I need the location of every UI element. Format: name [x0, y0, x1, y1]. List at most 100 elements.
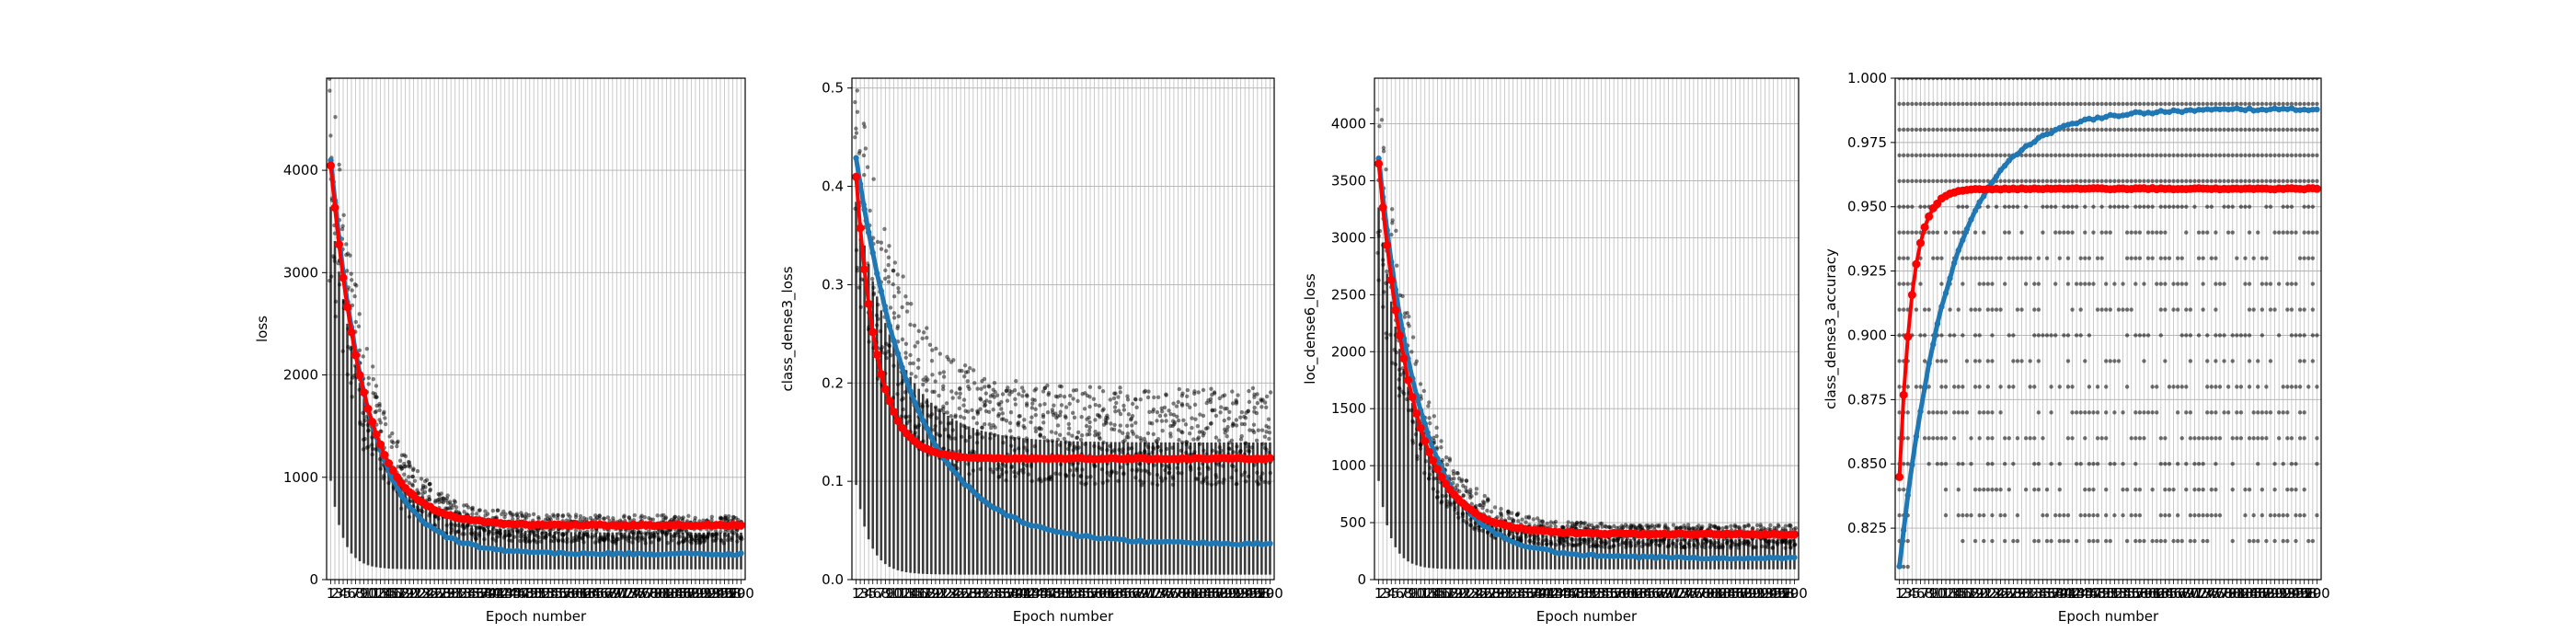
sample-point — [1022, 418, 1027, 422]
sample-point — [1427, 416, 1432, 420]
x-tick-label: 37 — [1521, 585, 1538, 602]
sample-point — [1155, 409, 1160, 415]
sample-point — [911, 361, 915, 366]
sample-point — [1720, 526, 1725, 531]
sample-point — [1034, 386, 1039, 391]
sample-point — [886, 262, 891, 268]
sample-point — [1066, 426, 1072, 431]
sample-point — [397, 458, 403, 464]
x-tick-label: 77 — [1689, 585, 1707, 602]
sample-point — [950, 428, 955, 432]
x-tick-label: 17 — [388, 585, 406, 602]
sample-point — [370, 443, 374, 447]
sample-point — [855, 88, 859, 93]
sample-point — [409, 482, 415, 487]
x-tick-label: 6 — [1396, 585, 1405, 602]
sample-point — [1134, 405, 1139, 409]
sample-point — [371, 364, 375, 369]
x-tick-label: 67 — [1647, 585, 1664, 602]
sample-point — [1201, 413, 1206, 419]
sample-point — [1791, 543, 1796, 547]
series-point-blue — [1012, 514, 1018, 521]
sample-point — [1246, 408, 1250, 414]
sample-point — [1455, 511, 1460, 516]
x-tick-label: 98 — [1253, 585, 1271, 602]
sample-point — [954, 391, 959, 396]
sample-point — [1581, 521, 1586, 526]
sample-point — [1124, 423, 1130, 428]
x-tick-label: 48 — [1044, 585, 1062, 602]
sample-point — [477, 534, 482, 538]
sample-point — [1007, 392, 1012, 397]
sample-point — [1678, 541, 1684, 546]
series-point-red — [393, 473, 402, 482]
series-point-red — [1265, 454, 1274, 463]
sample-point — [883, 268, 888, 273]
x-tick-label: 43 — [1023, 585, 1041, 602]
x-tick-label: 42 — [1542, 585, 1559, 602]
sample-point — [1168, 412, 1173, 417]
x-tick-label: 26 — [952, 585, 970, 602]
sample-point — [1024, 463, 1029, 468]
sample-point — [968, 365, 972, 371]
x-tick-label: 51 — [1580, 585, 1597, 602]
sample-point — [1615, 538, 1619, 543]
x-tick-label: 26 — [1475, 585, 1492, 602]
sample-point — [592, 540, 598, 545]
sample-point — [1485, 530, 1490, 535]
sample-point — [1246, 474, 1251, 479]
sample-point — [1657, 523, 1662, 528]
sample-point — [1218, 410, 1223, 415]
sample-point — [901, 274, 905, 279]
sample-point — [1469, 501, 1474, 506]
series-point-blue — [1569, 551, 1575, 558]
sample-point — [1219, 448, 1224, 454]
sample-point — [371, 376, 376, 382]
sample-point — [556, 513, 560, 518]
sample-point — [1176, 428, 1181, 432]
sample-point — [1087, 425, 1092, 430]
sample-point — [1390, 207, 1395, 212]
sample-point — [1145, 431, 1151, 436]
x-tick-label: 89 — [686, 585, 704, 602]
x-tick-label: 100 — [1257, 585, 1283, 602]
sample-point — [937, 351, 943, 356]
sample-point — [941, 384, 946, 388]
sample-point — [1246, 444, 1250, 449]
sample-point — [874, 323, 880, 328]
sample-point — [1195, 477, 1200, 481]
x-tick-label: 44 — [500, 585, 518, 602]
sample-point — [1141, 480, 1146, 485]
sample-point — [979, 397, 983, 402]
sample-point — [1545, 538, 1549, 543]
sample-point — [1754, 523, 1760, 528]
x-tick-label: 88 — [1735, 585, 1753, 602]
x-tick-label: 14 — [1424, 585, 1442, 602]
sample-point — [941, 374, 947, 379]
sample-point — [1057, 472, 1063, 477]
sample-point — [1187, 431, 1192, 436]
sample-point — [1121, 408, 1127, 412]
x-tick-label: 100 — [728, 585, 754, 602]
sample-point — [1209, 482, 1214, 488]
sample-point — [1389, 232, 1394, 237]
series-point-blue — [1698, 556, 1706, 562]
sample-point — [1030, 401, 1035, 406]
x-tick-label: 32 — [1501, 585, 1518, 602]
sample-point — [530, 528, 535, 534]
x-tick-label: 50 — [525, 585, 543, 602]
x-tick-label: 75 — [628, 585, 646, 602]
sample-point — [1156, 395, 1161, 400]
sample-point — [646, 529, 651, 534]
sample-point — [721, 541, 726, 546]
sample-point — [1016, 471, 1020, 476]
sample-point — [1252, 395, 1257, 399]
series-point-blue — [410, 508, 417, 514]
series-point-red — [852, 172, 861, 181]
sample-point — [886, 280, 891, 284]
x-tick-label: 67 — [1123, 585, 1141, 602]
sample-point — [1041, 420, 1046, 425]
series-point-red — [355, 371, 364, 380]
sample-point — [1553, 519, 1558, 524]
sample-point — [1001, 440, 1006, 445]
